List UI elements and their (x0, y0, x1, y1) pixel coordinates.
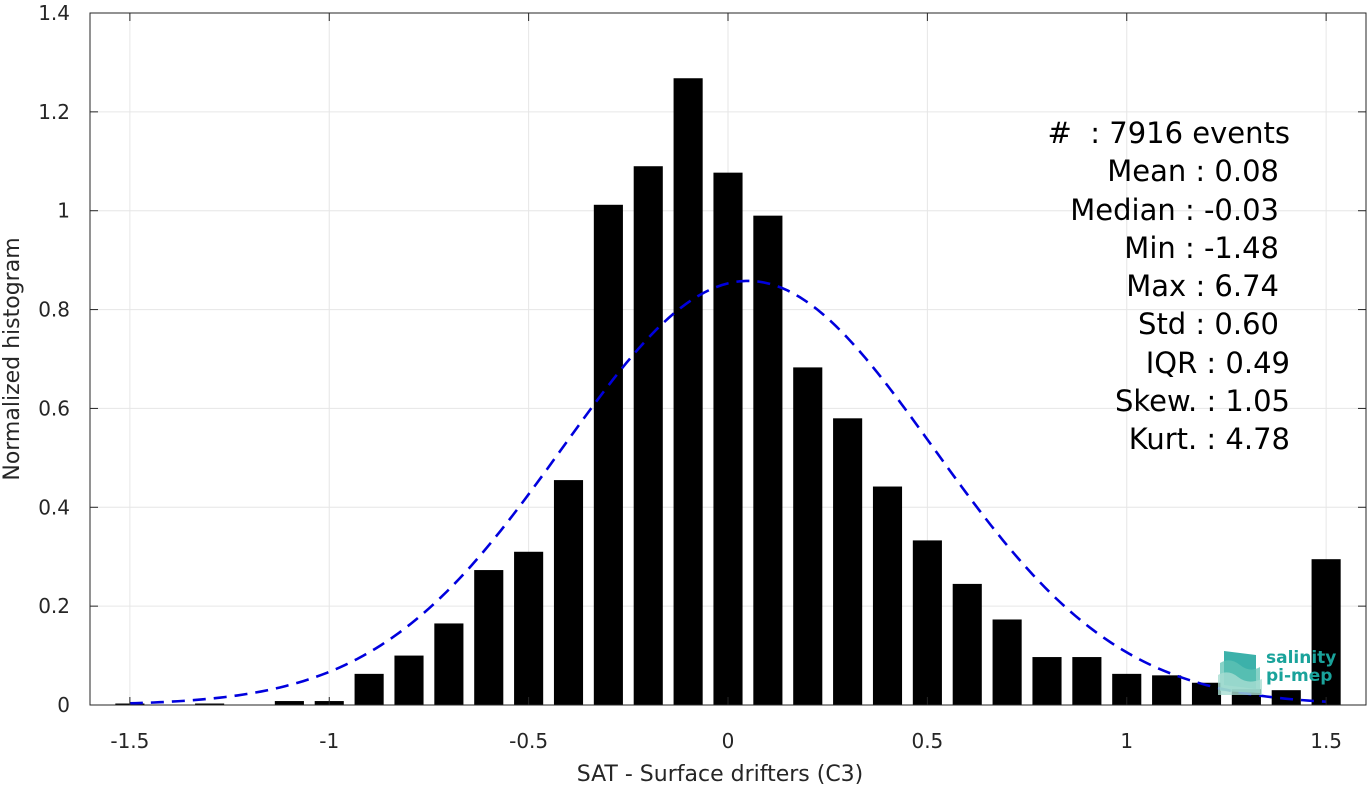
histogram-bar (793, 367, 823, 705)
histogram-bar (195, 703, 225, 705)
x-tick-label: 1 (1120, 729, 1133, 753)
stat-median: Median : -0.03 (1070, 192, 1279, 227)
stat-iqr: IQR : 0.49 (1145, 345, 1290, 380)
stat-skew: Skew. : 1.05 (1114, 384, 1290, 419)
histogram-bar (872, 486, 903, 705)
gaussian-fit-curve (129, 279, 1327, 705)
histogram-bar (1191, 682, 1222, 705)
histogram-bar (434, 623, 464, 705)
x-tick-label: 1.5 (1310, 729, 1342, 753)
x-tick-label: -1 (319, 729, 339, 753)
histogram-bar (673, 78, 703, 705)
logo-line2: pi-mep (1266, 666, 1333, 686)
stat-std: Std : 0.60 (1138, 307, 1279, 342)
histogram-bar (274, 701, 304, 705)
histogram-bar (354, 673, 384, 705)
stat-min: Min : -1.48 (1124, 230, 1279, 265)
histogram-bars (115, 78, 1341, 706)
histogram-bar (474, 570, 504, 705)
x-axis-label: SAT - Surface drifters (C3) (577, 762, 864, 785)
y-tick-label: 1.2 (38, 100, 70, 124)
histogram-bar (1311, 559, 1341, 705)
histogram-bar (633, 166, 663, 705)
stat-kurt: Kurt. : 4.78 (1128, 422, 1290, 457)
stat-mean: Mean : 0.08 (1107, 154, 1279, 189)
x-tick-labels: -1.5 -1 -0.5 0 0.5 1 1.5 (110, 729, 1342, 753)
histogram-bar (553, 480, 584, 705)
x-tick-label: 0.5 (911, 729, 943, 753)
logo-line1: salinity (1266, 648, 1337, 668)
y-tick-label: 0.8 (38, 298, 70, 322)
histogram-bar (1072, 657, 1102, 705)
histogram-bar (753, 215, 783, 705)
histogram-bar (394, 655, 424, 705)
logo-text: salinity pi-mep (1266, 649, 1336, 685)
y-tick-label: 1 (57, 199, 70, 223)
y-tick-label: 0 (57, 693, 70, 717)
y-tick-labels: 0 0.2 0.4 0.6 0.8 1 1.2 1.4 (38, 1, 70, 717)
y-tick-label: 0.6 (38, 396, 70, 420)
axis-ticks (90, 12, 1366, 706)
y-tick-label: 0.2 (38, 594, 70, 618)
stat-events: # : 7916 events (1047, 116, 1290, 150)
y-tick-label: 0.4 (38, 495, 70, 519)
histogram-bar (912, 540, 942, 705)
salinity-pi-mep-logo: salinity pi-mep (1216, 645, 1346, 695)
stat-max: Max : 6.74 (1126, 269, 1279, 304)
histogram-bar (514, 551, 544, 705)
x-tick-label: -0.5 (509, 729, 548, 753)
histogram-bar (593, 204, 623, 706)
histogram-bar (992, 619, 1022, 705)
histogram-bar (833, 418, 863, 705)
statistics-box: # : 7916 events Mean : 0.08 Median : -0.… (1048, 114, 1290, 459)
x-tick-label: 0 (722, 729, 735, 753)
y-axis-label: Normalized histogram (0, 237, 25, 480)
x-tick-label: -1.5 (110, 729, 149, 753)
histogram-bar (1152, 675, 1182, 705)
logo-wave-icon (1218, 651, 1262, 695)
histogram-bar (952, 583, 982, 705)
histogram-bar (713, 172, 743, 705)
y-tick-label: 1.4 (38, 1, 70, 25)
histogram-bar (1032, 657, 1062, 705)
